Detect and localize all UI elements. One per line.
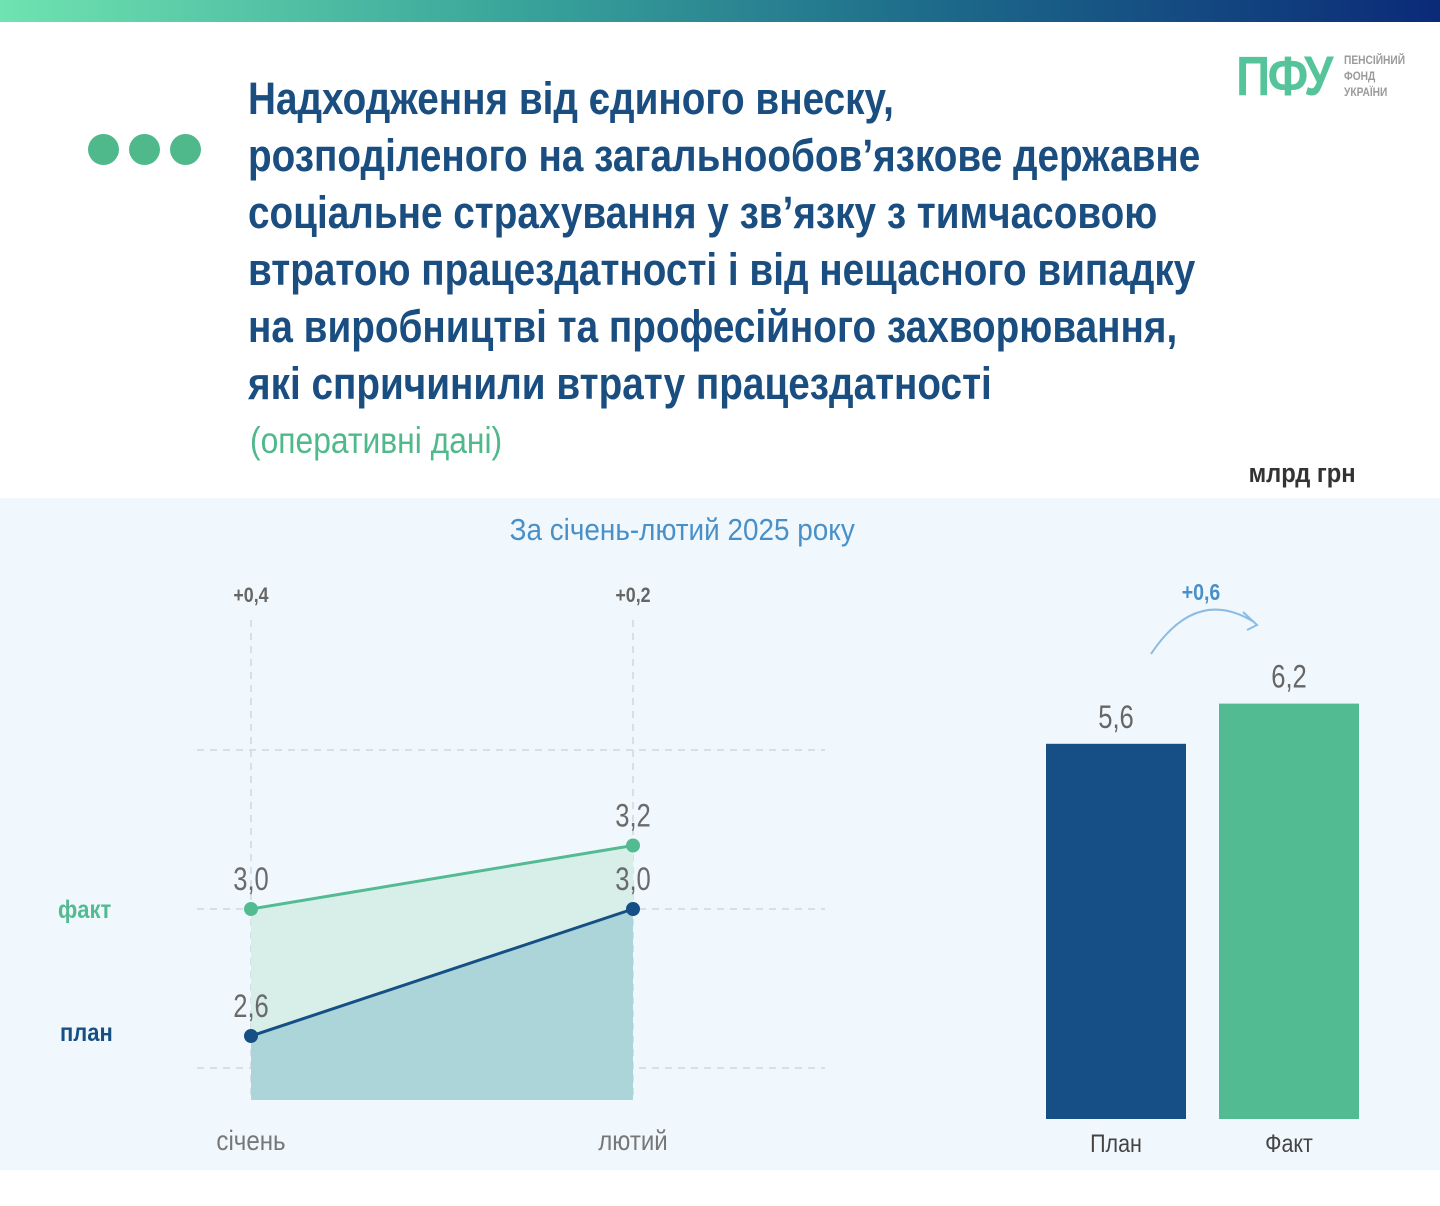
difference-label-wrap: +0,2 [615, 584, 650, 608]
point-fact [626, 838, 640, 853]
logo-mark: ПФУ [1236, 44, 1334, 107]
logo-line: ПЕНСІЙНИЙ [1343, 53, 1405, 67]
chart-panel [0, 498, 1440, 1170]
x-tick-label-wrap: лютий [598, 1124, 668, 1156]
bar-fact [1219, 703, 1359, 1119]
title-line: на виробництві та професійного захворюва… [248, 301, 1178, 352]
series-line-fact [250, 844, 634, 911]
logo-line: УКРАЇНИ [1343, 85, 1388, 99]
point-plan [244, 1029, 258, 1043]
data-label-fact-wrap: 3,2 [615, 799, 651, 834]
data-label-fact-wrap: 3,0 [233, 862, 269, 897]
unit-label: млрд грн [1248, 458, 1356, 488]
page-subtitle: (оперативні дані) [250, 420, 503, 461]
bar-value-label: 6,2 [1271, 660, 1307, 695]
top-gradient-bar [0, 0, 1440, 22]
difference-label-wrap: +0,4 [233, 584, 268, 608]
difference-arrow [1150, 608, 1255, 655]
difference-arrowhead [1242, 611, 1259, 631]
pfu-logo: ПФУ ПЕНСІЙНИЙ ФОНД УКРАЇНИ [1236, 48, 1416, 104]
page-title: Надходження від єдиного внеску, розподіл… [248, 70, 1201, 412]
legend-fact: факт [58, 896, 111, 924]
legend-plan-wrap: план [60, 1019, 113, 1047]
data-label-plan: 2,6 [233, 989, 269, 1024]
title-line: розподіленого на загальнообов’язкове дер… [248, 130, 1201, 181]
difference-label: +0,2 [615, 584, 650, 608]
area-plan [251, 909, 633, 1100]
x-tick-label: лютий [598, 1124, 668, 1156]
difference-label: +0,4 [233, 584, 268, 608]
data-label-fact: 3,0 [233, 862, 269, 897]
data-label-fact: 3,2 [615, 799, 651, 834]
title-line: соціальне страхування у зв’язку з тимчас… [248, 187, 1158, 238]
data-label-plan: 3,0 [615, 862, 651, 897]
series-line-plan [250, 907, 634, 1038]
bar-value-label-wrap: 5,6 [1098, 700, 1134, 735]
bar-category-label: Факт [1265, 1129, 1313, 1157]
data-label-plan-wrap: 2,6 [233, 989, 269, 1024]
bar-category-label-wrap: План [1090, 1129, 1142, 1157]
title-line: Надходження від єдиного внеску, [248, 73, 894, 124]
bar-difference-label: +0,6 [1182, 580, 1221, 606]
x-tick-label-wrap: січень [216, 1124, 285, 1156]
legend-plan: план [60, 1019, 113, 1047]
title-line: втратою працездатності і від нещасного в… [248, 244, 1196, 295]
bar-plan [1046, 743, 1186, 1119]
bar-value-label: 5,6 [1098, 700, 1134, 735]
logo-text: ПЕНСІЙНИЙ ФОНД УКРАЇНИ [1344, 52, 1405, 100]
x-tick-label: січень [216, 1124, 285, 1156]
dot [170, 134, 201, 165]
period-label: За січень-лютий 2025 року [509, 512, 855, 547]
bar-value-label-wrap: 6,2 [1271, 660, 1307, 695]
decorative-dots [88, 134, 201, 165]
bar-category-label-wrap: Факт [1265, 1129, 1313, 1157]
title-line: які спричинили втрату працездатності [248, 358, 992, 409]
dot [129, 134, 160, 165]
point-plan [626, 902, 640, 916]
point-fact [244, 902, 258, 916]
logo-line: ФОНД [1343, 69, 1376, 83]
legend-fact-wrap: факт [58, 896, 111, 924]
dot [88, 134, 119, 165]
bar-category-label: План [1090, 1129, 1142, 1157]
data-label-plan-wrap: 3,0 [615, 862, 651, 897]
bar-difference-label-wrap: +0,6 [1182, 580, 1221, 606]
